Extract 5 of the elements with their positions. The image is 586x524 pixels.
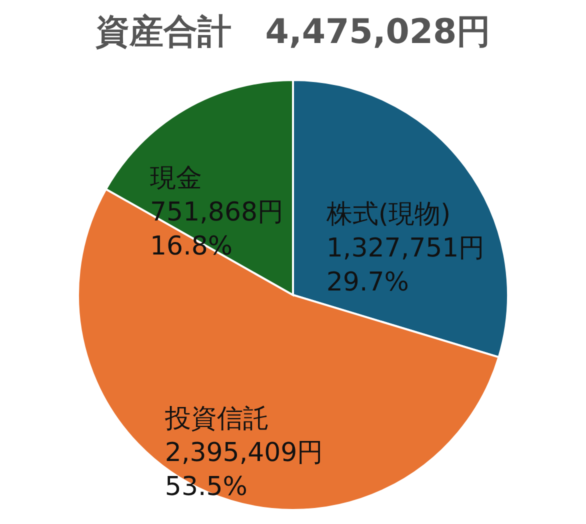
slice-label: 現金	[150, 163, 202, 194]
slice-label: 株式(現物)	[325, 200, 451, 230]
slice-label: 投資信託	[164, 404, 269, 434]
data-label: 1,327,751円 29.7%	[326, 234, 485, 298]
chart-title: 資産合計 4,475,028円	[94, 12, 491, 52]
